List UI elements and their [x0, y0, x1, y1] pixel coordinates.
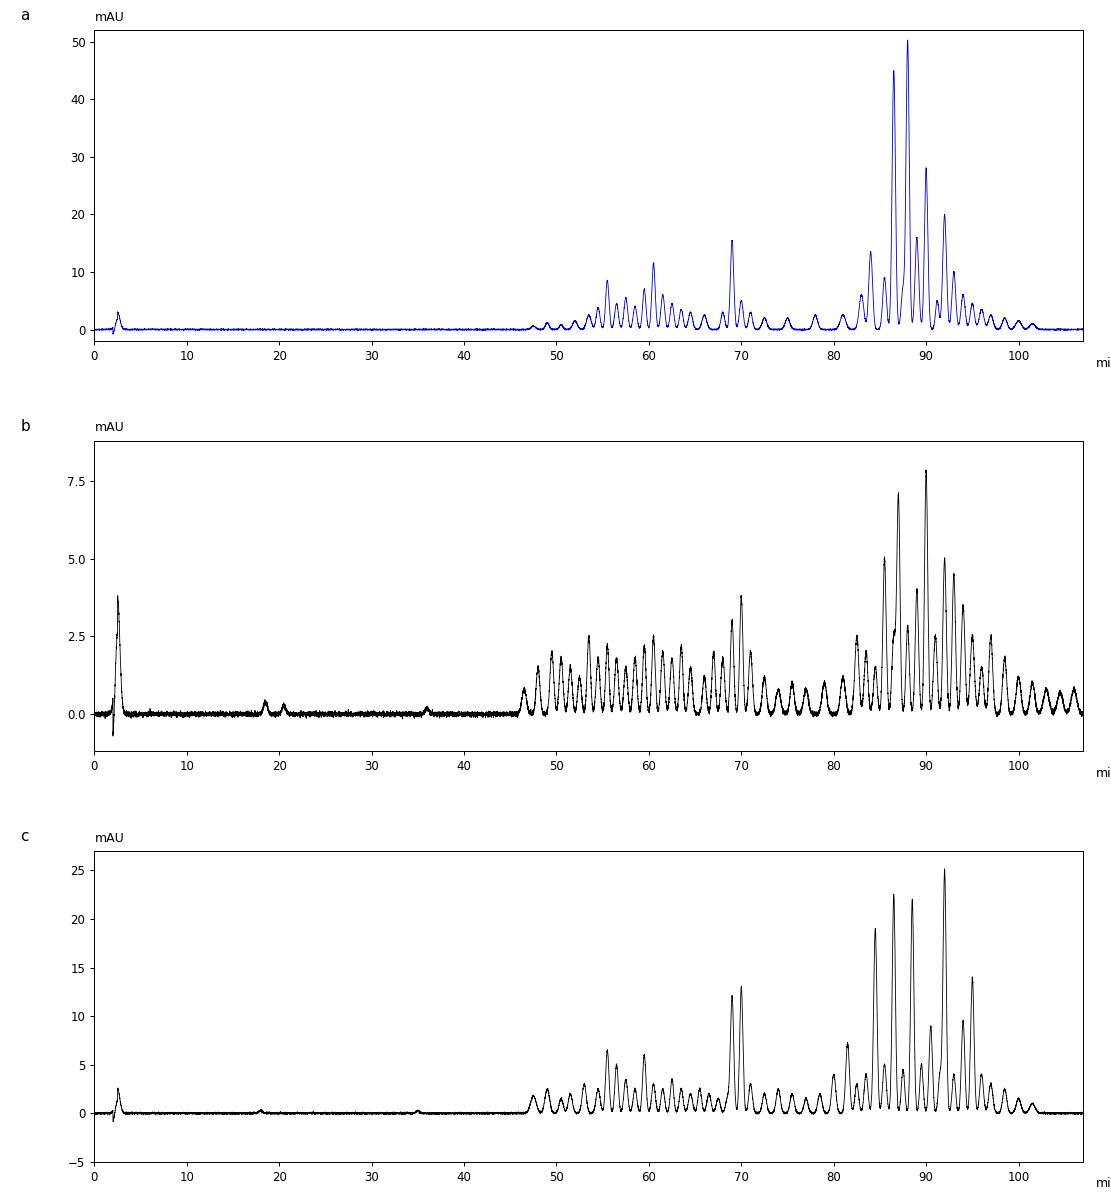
- Text: a: a: [20, 8, 30, 23]
- Text: c: c: [20, 830, 29, 844]
- X-axis label: min: min: [1097, 767, 1111, 780]
- Text: b: b: [20, 419, 30, 433]
- Text: mAU: mAU: [94, 11, 124, 24]
- Text: mAU: mAU: [94, 421, 124, 435]
- Text: mAU: mAU: [94, 832, 124, 845]
- X-axis label: min: min: [1097, 1178, 1111, 1191]
- X-axis label: min: min: [1097, 356, 1111, 370]
